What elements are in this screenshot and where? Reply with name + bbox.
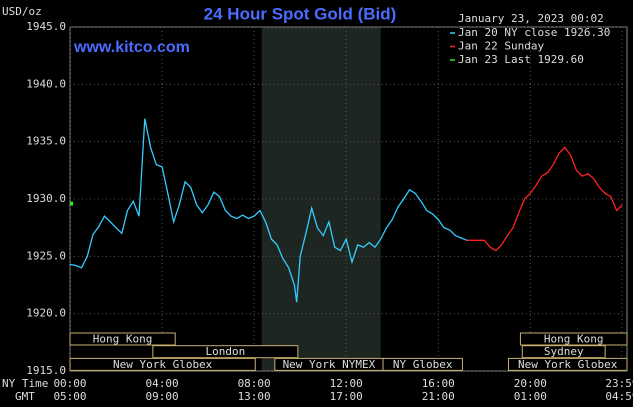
x-tick-label-gmt: 21:00 [422, 390, 455, 403]
x-tick-label: 20:00 [514, 377, 547, 390]
session-bar [69, 332, 176, 346]
session-label: Hong Kong [93, 333, 153, 346]
x-tick-label: 16:00 [422, 377, 455, 390]
y-tick-label: 1925.0 [26, 249, 66, 262]
x-tick-label: 12:00 [330, 377, 363, 390]
x-tick-label: 00:00 [53, 377, 86, 390]
website: www.kitco.com [73, 39, 190, 56]
session-label: Sydney [544, 345, 584, 358]
x-row-label: NY Time [2, 377, 48, 390]
x-tick-label: 04:00 [146, 377, 179, 390]
y-tick-label: 1935.0 [26, 135, 66, 148]
x-tick-label-gmt: 09:00 [146, 390, 179, 403]
y-tick-label: 1940.0 [26, 77, 66, 90]
shaded-range [261, 27, 381, 371]
session-bar [519, 332, 628, 346]
x-row-label: GMT [15, 390, 35, 403]
x-tick-label: 23:59 [605, 377, 633, 390]
x-tick-label-gmt: 17:00 [330, 390, 363, 403]
price-line [467, 146, 623, 252]
price-line [69, 118, 468, 303]
y-tick-label: 1930.0 [26, 192, 66, 205]
y-tick-label: 1915.0 [26, 364, 66, 377]
y-axis-label: USD/oz [2, 5, 42, 18]
legend-entry: Jan 22 Sunday [458, 40, 544, 53]
session-bar [69, 357, 256, 371]
timestamp: January 23, 2023 00:02 [458, 12, 604, 25]
chart-title: 24 Hour Spot Gold (Bid) [204, 4, 397, 23]
session-label: New York NYMEX [283, 358, 376, 371]
x-tick-label-gmt: 04:59 [605, 390, 633, 403]
session-bar [152, 345, 299, 359]
session-label: New York Globex [518, 358, 618, 371]
x-tick-label: 08:00 [238, 377, 271, 390]
session-label: NY Globex [393, 358, 453, 371]
y-tick-label: 1920.0 [26, 307, 66, 320]
legend-entry: Jan 20 NY close 1926.30 [458, 26, 610, 39]
session-label: London [205, 345, 245, 358]
legend-entry: Jan 23 Last 1929.60 [458, 53, 584, 66]
session-bar [507, 357, 628, 371]
session-label: Hong Kong [544, 333, 604, 346]
x-tick-label-gmt: 13:00 [238, 390, 271, 403]
y-tick-label: 1945.0 [26, 20, 66, 33]
x-tick-label-gmt: 05:00 [53, 390, 86, 403]
x-tick-label-gmt: 01:00 [514, 390, 547, 403]
session-bar [382, 357, 463, 371]
session-label: New York Globex [113, 358, 213, 371]
session-bar [521, 345, 606, 359]
last-point [70, 201, 73, 206]
